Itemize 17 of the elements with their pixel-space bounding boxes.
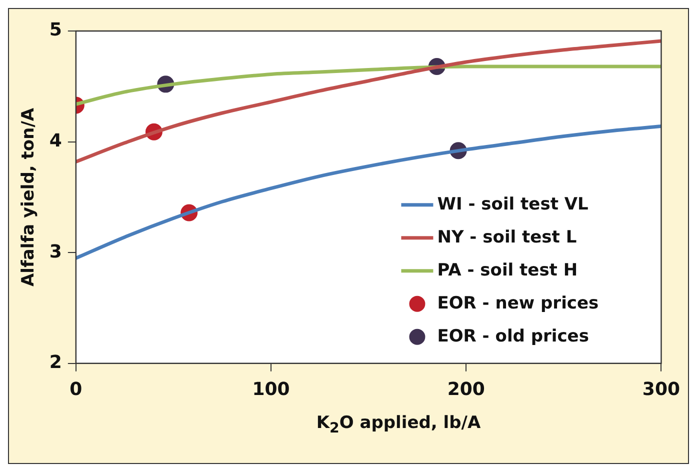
line-series xyxy=(76,39,662,164)
x-tick-label: 200 xyxy=(447,378,485,400)
legend-label: NY - soil test L xyxy=(437,227,577,248)
y-tick-label: 2 xyxy=(49,352,62,374)
legend-label: WI - soil test VL xyxy=(437,194,589,214)
legend-label: EOR - old prices xyxy=(437,326,589,346)
legend-label: EOR - new prices xyxy=(437,293,599,314)
x-tick-label: 300 xyxy=(642,378,680,400)
legend-label: PA - soil test H xyxy=(437,260,578,280)
x-axis-title: K$_{2}$O applied, lb/A xyxy=(315,413,482,436)
y-tick-label: 3 xyxy=(49,241,62,262)
x-tick-label: 100 xyxy=(252,378,290,400)
y-tick-label: 5 xyxy=(49,20,62,41)
x-tick-label: 0 xyxy=(70,378,82,400)
y-tick-label: 4 xyxy=(49,130,62,152)
y-axis-title: Alfalfa yield, ton/A xyxy=(18,107,39,286)
line-series xyxy=(76,124,662,260)
